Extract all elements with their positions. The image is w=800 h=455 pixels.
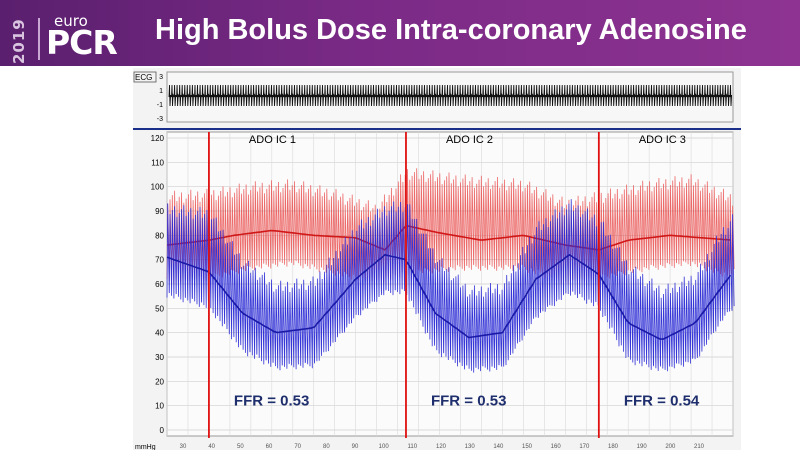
x-tick-label: 60	[266, 444, 273, 450]
x-tick-label: 120	[436, 444, 447, 450]
ffr-value: FFR = 0.53	[234, 393, 309, 410]
y-tick-label: 90	[155, 207, 164, 216]
y-tick-label: 110	[151, 158, 164, 167]
x-tick-label: 210	[694, 444, 705, 450]
injection-label: ADO IC 1	[249, 134, 296, 146]
pressure-series-aortic	[166, 168, 735, 285]
y-tick-label: 50	[155, 304, 164, 313]
ecg-trace	[168, 84, 733, 107]
pressure-series-distal	[166, 199, 735, 373]
y-tick-label: 30	[155, 353, 164, 362]
y-tick-label: 0	[160, 426, 165, 435]
ffr-value: FFR = 0.53	[431, 393, 506, 410]
ecg-ytick-label: -1	[157, 102, 163, 109]
ecg-ytick-label: 3	[159, 74, 163, 81]
x-tick-label: 70	[294, 444, 301, 450]
pulsatile-trace	[166, 168, 735, 285]
slide-title: High Bolus Dose Intra-coronary Adenosine	[155, 14, 747, 46]
y-tick-label: 80	[155, 231, 164, 240]
logo-euro: euro	[54, 12, 88, 30]
x-tick-label: 180	[608, 444, 619, 450]
y-tick-label: 100	[151, 183, 165, 192]
x-tick-label: 150	[522, 444, 533, 450]
x-tick-label: 160	[551, 444, 562, 450]
x-tick-label: 170	[579, 444, 590, 450]
pressure-tracing-chart: ECG 3 1 -1 -3 120 110 100 90 80 70 60 50 40 30 20 10 0 30 4…	[133, 68, 741, 451]
x-tick-label: 100	[379, 444, 390, 450]
injection-label: ADO IC 3	[639, 134, 686, 146]
y-tick-label: 10	[155, 402, 164, 411]
x-tick-label: 140	[493, 444, 504, 450]
x-tick-label: 50	[237, 444, 244, 450]
x-tick-label: 90	[352, 444, 359, 450]
x-tick-label: 40	[208, 444, 215, 450]
y-tick-label: 40	[155, 329, 164, 338]
ecg-ytick-label: 1	[159, 88, 163, 95]
y-tick-label: 70	[155, 256, 164, 265]
logo-separator	[38, 18, 40, 60]
y-tick-label: 120	[151, 134, 165, 143]
europcr-logo: 2019 euro PCR	[6, 6, 136, 64]
x-tick-label: 30	[180, 444, 187, 450]
ecg-label: ECG	[135, 73, 152, 82]
ffr-value: FFR = 0.54	[624, 393, 700, 410]
ecg-ytick-label: -3	[157, 116, 163, 123]
x-tick-label: 130	[465, 444, 476, 450]
injection-label: ADO IC 2	[446, 134, 493, 146]
x-tick-label: 190	[637, 444, 648, 450]
mean-pressure-line	[166, 253, 732, 340]
pulsatile-trace	[166, 199, 735, 373]
mean-pressure-line	[166, 225, 731, 251]
x-tick-label: 200	[665, 444, 676, 450]
x-tick-label: 80	[323, 444, 330, 450]
logo-pcr: PCR	[46, 23, 118, 62]
y-tick-label: 60	[155, 280, 164, 289]
ecg-label-box	[133, 71, 157, 83]
slide-header: 2019 euro PCR High Bolus Dose Intra-coro…	[0, 0, 800, 66]
logo-year: 2019	[10, 18, 28, 64]
y-axis-unit: mmHg	[135, 444, 156, 450]
x-tick-label: 110	[408, 444, 418, 450]
y-tick-label: 20	[155, 377, 164, 386]
